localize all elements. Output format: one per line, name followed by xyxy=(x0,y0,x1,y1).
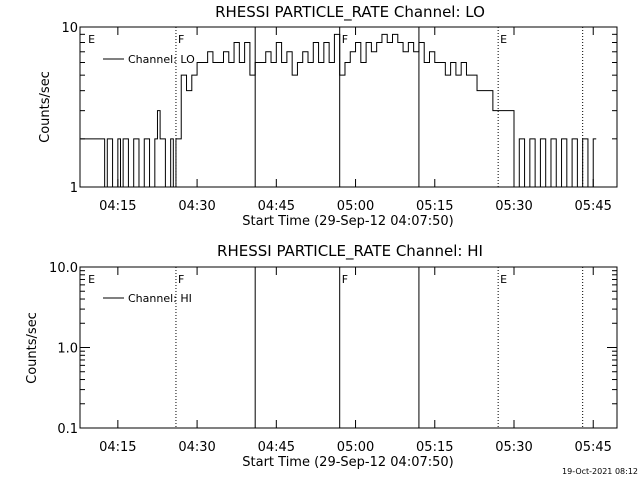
time-marker-label: F xyxy=(342,33,348,46)
x-ticks: 04:15 04:30 04:45 05:00 05:15 05:30 05:45 xyxy=(99,267,612,455)
series-line xyxy=(80,33,597,188)
time-marker-label: F xyxy=(178,33,184,46)
panel-hi: RHESSI PARTICLE_RATE Channel: HI Counts/… xyxy=(25,242,618,470)
x-tick-label: 05:30 xyxy=(495,199,532,214)
x-axis-label: Start Time (29-Sep-12 04:07:50) xyxy=(242,214,453,229)
x-tick-label: 04:30 xyxy=(178,440,215,455)
panel-lo: RHESSI PARTICLE_RATE Channel: LO Counts/… xyxy=(38,3,618,229)
chart-title: RHESSI PARTICLE_RATE Channel: HI xyxy=(217,242,483,261)
x-tick-label: 05:15 xyxy=(416,199,453,214)
footer-timestamp: 19-Oct-2021 08:12 xyxy=(562,467,638,476)
legend: Channel: HI xyxy=(103,292,192,305)
time-marker-label: E xyxy=(88,33,95,46)
x-axis-label: Start Time (29-Sep-12 04:07:50) xyxy=(242,455,453,470)
x-tick-label: 04:30 xyxy=(178,199,215,214)
x-tick-label: 05:45 xyxy=(574,199,611,214)
x-tick-label: 04:45 xyxy=(258,199,295,214)
legend: Channel: LO xyxy=(103,53,195,66)
y-tick-label: 0.1 xyxy=(57,422,78,437)
legend-label: Channel: HI xyxy=(128,292,192,305)
y-tick-label: 10 xyxy=(61,21,78,36)
x-tick-label: 05:45 xyxy=(574,440,611,455)
y-tick-label: 10.0 xyxy=(49,261,78,276)
chart-title: RHESSI PARTICLE_RATE Channel: LO xyxy=(215,3,485,22)
legend-label: Channel: LO xyxy=(128,53,195,66)
time-marker-label: E xyxy=(500,273,507,286)
x-tick-label: 04:15 xyxy=(99,440,136,455)
x-tick-label: 05:15 xyxy=(416,440,453,455)
time-marker-label: E xyxy=(88,273,95,286)
y-ticks: 1 10 xyxy=(61,21,617,196)
x-ticks: 04:15 04:30 04:45 05:00 05:15 05:30 05:45 xyxy=(99,27,612,214)
time-marker-label: F xyxy=(178,273,184,286)
y-tick-label: 1 xyxy=(70,181,78,196)
time-marker-label: E xyxy=(500,33,507,46)
y-tick-label: 1.0 xyxy=(57,342,78,357)
series-group xyxy=(80,33,597,188)
time-marker-label: F xyxy=(342,273,348,286)
x-tick-label: 05:30 xyxy=(495,440,532,455)
y-ticks: 0.1 1.0 10.0 xyxy=(49,261,617,437)
y-axis-label: Counts/sec xyxy=(25,312,40,384)
y-axis-label: Counts/sec xyxy=(38,71,53,143)
x-tick-label: 05:00 xyxy=(337,199,374,214)
x-tick-label: 04:45 xyxy=(258,440,295,455)
plot-frame xyxy=(79,26,618,188)
x-tick-label: 04:15 xyxy=(99,199,136,214)
x-tick-label: 05:00 xyxy=(337,440,374,455)
